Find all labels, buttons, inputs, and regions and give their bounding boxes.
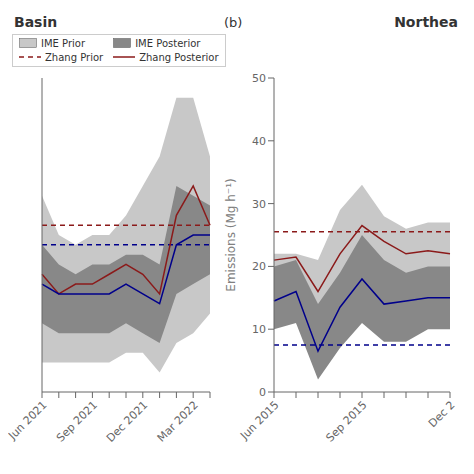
html-text:IME Posterior: IME Posterior (135, 37, 201, 49)
svg-text:50: 50 (252, 72, 266, 85)
html-text:IME Prior: IME Prior (41, 37, 86, 49)
svg-text:Dec 2021: Dec 2021 (104, 398, 151, 445)
html-text:Basin: Basin (14, 14, 58, 30)
svg-text:20: 20 (252, 260, 266, 273)
html-text:Zhang Prior: Zhang Prior (45, 51, 104, 63)
html-text:Zhang Posterior: Zhang Posterior (139, 51, 219, 63)
svg-text:Emissions (Mg h⁻¹): Emissions (Mg h⁻¹) (224, 178, 238, 291)
svg-text:30: 30 (252, 198, 266, 211)
html-text:Northea: Northea (394, 14, 458, 30)
svg-text:Sep 2015: Sep 2015 (324, 398, 370, 444)
svg-text:10: 10 (252, 323, 266, 336)
svg-text:Mar 2022: Mar 2022 (155, 398, 201, 444)
svg-text:Sep 2021: Sep 2021 (54, 398, 100, 444)
svg-text:40: 40 (252, 135, 266, 148)
svg-text:0: 0 (259, 386, 266, 399)
svg-text:Dec 2: Dec 2 (426, 398, 458, 430)
svg-text:Jun 2021: Jun 2021 (8, 398, 50, 442)
html-text:(b): (b) (224, 15, 243, 30)
svg-text:Jun 2015: Jun 2015 (237, 398, 281, 442)
